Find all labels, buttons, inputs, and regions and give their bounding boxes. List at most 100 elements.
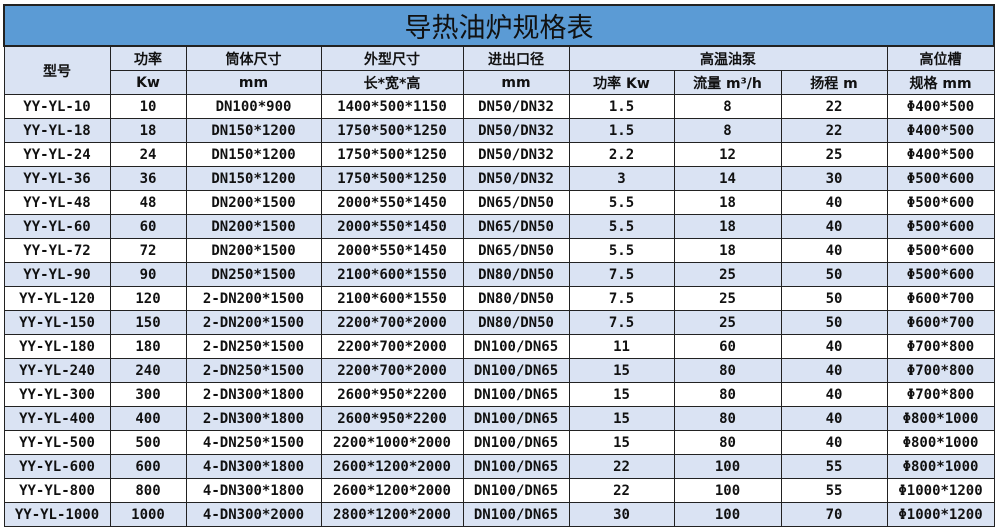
table-cell: 500 [109, 430, 187, 455]
table-row: YY-YL-72 72 DN200*1500 2000*550*1450 DN65/DN… [3, 238, 995, 263]
table-cell: 25 [673, 262, 782, 287]
table-row: YY-YL-600 600 4-DN300*1800 2600*1200*2000 DN… [3, 454, 995, 479]
table-cell: 18 [673, 190, 782, 215]
header-tank: 高位槽 [886, 45, 995, 71]
header-shell: 筒体尺寸 [185, 45, 322, 71]
table-cell: YY-YL-36 [3, 166, 111, 191]
table-cell: 2100*600*1550 [320, 262, 464, 287]
table-cell: 4-DN250*1500 [185, 430, 322, 455]
table-cell: 2600*950*2200 [320, 382, 464, 407]
table-cell: 2-DN300*1800 [185, 406, 322, 431]
table-title: 导热油炉规格表 [2, 4, 996, 47]
table-cell: 30 [780, 166, 888, 191]
table-cell: 800 [109, 478, 187, 503]
header-power-unit: Kw [109, 70, 187, 95]
table-row: YY-YL-120 120 2-DN200*1500 2100*600*1550 DN8… [3, 286, 995, 311]
table-cell: 25 [673, 286, 782, 311]
header-outer: 外型尺寸 [320, 45, 464, 71]
table-cell: 1.5 [568, 118, 675, 143]
table-cell: 80 [673, 382, 782, 407]
table-cell: Φ500*600 [886, 214, 995, 239]
table-row: YY-YL-150 150 2-DN200*1500 2200*700*2000 DN8… [3, 310, 995, 335]
table-cell: 22 [568, 478, 675, 503]
table-cell: YY-YL-300 [3, 382, 111, 407]
table-cell: DN50/DN32 [462, 142, 570, 167]
table-cell: 2800*1200*2000 [320, 502, 464, 527]
table-cell: Φ800*1000 [886, 430, 995, 455]
header-port: 进出口径 [462, 45, 570, 71]
table-cell: 25 [780, 142, 888, 167]
header-pump-power: 功率 Kw [568, 70, 675, 95]
table-cell: DN100/DN65 [462, 334, 570, 359]
table-cell: 5.5 [568, 238, 675, 263]
table-cell: DN100/DN65 [462, 382, 570, 407]
table-cell: 72 [109, 238, 187, 263]
table-cell: 50 [780, 262, 888, 287]
table-cell: 2600*1200*2000 [320, 454, 464, 479]
table-cell: DN150*1200 [185, 142, 322, 167]
table-cell: 40 [780, 190, 888, 215]
table-row: YY-YL-240 240 2-DN250*1500 2200*700*2000 DN1… [3, 358, 995, 383]
header-pump-head: 扬程 m [780, 70, 888, 95]
table-row: YY-YL-60 60 DN200*1500 2000*550*1450 DN65/DN… [3, 214, 995, 239]
table-cell: DN100/DN65 [462, 502, 570, 527]
table-cell: 2200*700*2000 [320, 358, 464, 383]
table-row: YY-YL-18 18 DN150*1200 1750*500*1250 DN50/DN… [3, 118, 995, 143]
table-row: YY-YL-800 800 4-DN300*1800 2600*1200*2000 DN… [3, 478, 995, 503]
table-cell: 7.5 [568, 310, 675, 335]
table-cell: 60 [673, 334, 782, 359]
table-cell: DN100/DN65 [462, 430, 570, 455]
table-cell: 2600*1200*2000 [320, 478, 464, 503]
table-row: YY-YL-36 36 DN150*1200 1750*500*1250 DN50/DN… [3, 166, 995, 191]
table-cell: Φ400*500 [886, 142, 995, 167]
table-cell: DN50/DN32 [462, 94, 570, 119]
table-cell: 22 [568, 454, 675, 479]
table-row: YY-YL-10 10 DN100*900 1400*500*1150 DN50/DN3… [3, 94, 995, 119]
table-cell: 1000 [109, 502, 187, 527]
table-cell: DN80/DN50 [462, 286, 570, 311]
table-cell: 80 [673, 406, 782, 431]
table-cell: 36 [109, 166, 187, 191]
table-cell: 55 [780, 478, 888, 503]
table-cell: 1750*500*1250 [320, 142, 464, 167]
table-cell: 18 [109, 118, 187, 143]
table-cell: Φ700*800 [886, 382, 995, 407]
table-cell: Φ500*600 [886, 262, 995, 287]
table-row: YY-YL-180 180 2-DN250*1500 2200*700*2000 DN1… [3, 334, 995, 359]
table-cell: 60 [109, 214, 187, 239]
table-cell: 50 [780, 286, 888, 311]
table-cell: DN100/DN65 [462, 406, 570, 431]
spec-table: 导热油炉规格表 型号 功率 筒体尺寸 外型尺寸 进出口径 高温油泵 高位槽 Kw… [2, 4, 996, 527]
table-cell: 2-DN250*1500 [185, 334, 322, 359]
table-cell: 1.5 [568, 94, 675, 119]
table-cell: Φ500*600 [886, 238, 995, 263]
table-cell: 14 [673, 166, 782, 191]
table-cell: DN80/DN50 [462, 262, 570, 287]
table-cell: 400 [109, 406, 187, 431]
header-shell-unit: mm [185, 70, 322, 95]
table-cell: 18 [673, 214, 782, 239]
table-cell: 2000*550*1450 [320, 238, 464, 263]
table-cell: 12 [673, 142, 782, 167]
table-cell: Φ400*500 [886, 118, 995, 143]
table-cell: 5.5 [568, 214, 675, 239]
table-cell: YY-YL-500 [3, 430, 111, 455]
table-cell: YY-YL-240 [3, 358, 111, 383]
table-cell: Φ400*500 [886, 94, 995, 119]
table-cell: 600 [109, 454, 187, 479]
table-row: YY-YL-300 300 2-DN300*1800 2600*950*2200 DN1… [3, 382, 995, 407]
table-cell: DN65/DN50 [462, 214, 570, 239]
table-cell: Φ800*1000 [886, 406, 995, 431]
table-cell: 7.5 [568, 262, 675, 287]
table-cell: Φ800*1000 [886, 454, 995, 479]
header-power: 功率 [109, 45, 187, 71]
table-cell: 8 [673, 118, 782, 143]
table-cell: YY-YL-72 [3, 238, 111, 263]
table-cell: 8 [673, 94, 782, 119]
table-cell: DN80/DN50 [462, 310, 570, 335]
table-cell: 11 [568, 334, 675, 359]
table-cell: DN250*1500 [185, 262, 322, 287]
table-cell: DN100/DN65 [462, 454, 570, 479]
table-cell: Φ500*600 [886, 190, 995, 215]
table-cell: 4-DN300*2000 [185, 502, 322, 527]
